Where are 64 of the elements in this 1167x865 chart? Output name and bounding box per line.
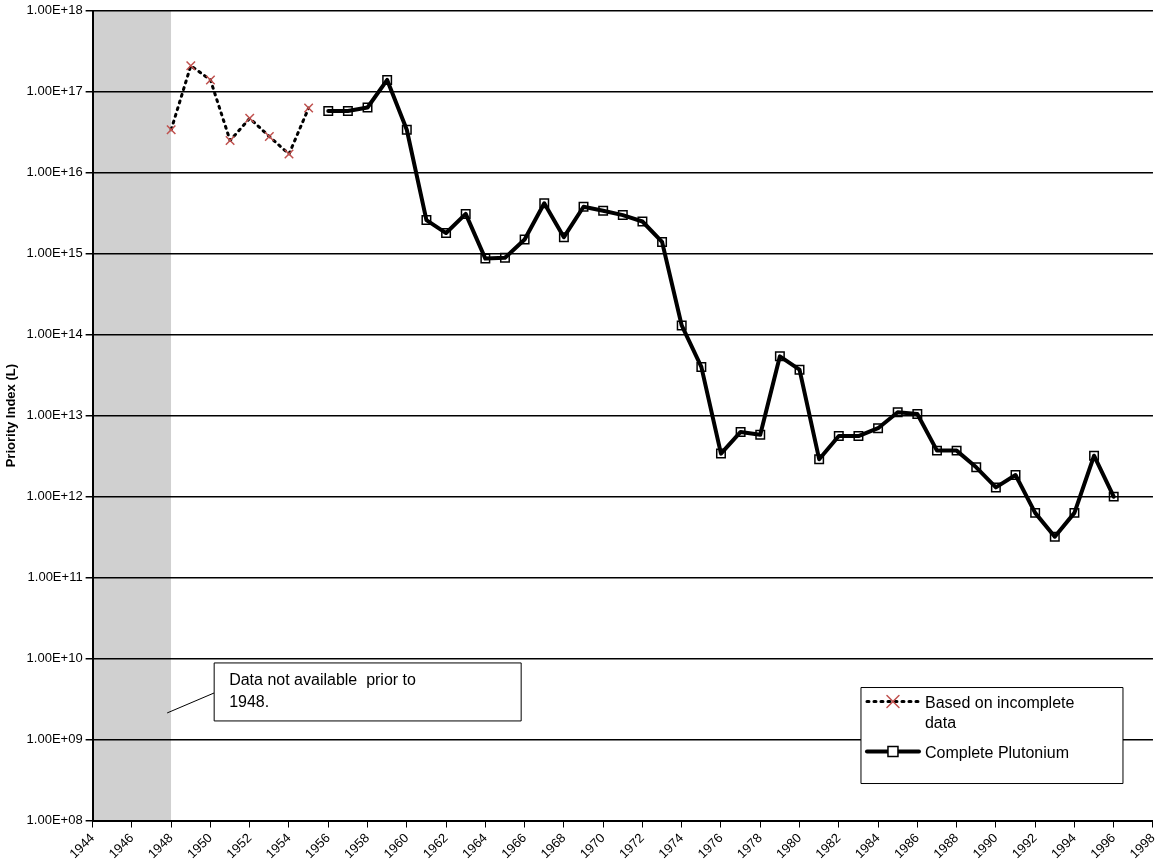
y-tick-label: 1.00E+18 [26, 2, 83, 18]
point [264, 131, 275, 142]
point [971, 462, 982, 473]
y-tick-label: 1.00E+09 [26, 731, 83, 747]
y-tick-label: 1.00E+13 [26, 407, 83, 423]
point [990, 482, 1001, 493]
point [1049, 531, 1060, 542]
point [185, 60, 196, 71]
point [951, 445, 962, 456]
point [244, 113, 255, 124]
y-tick-label: 1.00E+08 [26, 812, 83, 828]
point [833, 431, 844, 442]
point [912, 408, 923, 419]
point [1108, 491, 1119, 502]
point [303, 103, 314, 114]
point [1089, 450, 1100, 461]
y-tick-label: 1.00E+10 [26, 650, 83, 666]
point [283, 149, 294, 160]
point [362, 102, 373, 113]
point [1069, 507, 1080, 518]
point [166, 124, 177, 135]
point [774, 351, 785, 362]
point [657, 236, 668, 247]
point [342, 105, 353, 116]
legend-label: Complete Plutonium [924, 743, 1070, 761]
point [755, 429, 766, 440]
point [460, 208, 471, 219]
point [382, 74, 393, 85]
point [558, 232, 569, 243]
band-label: Data not available prior to 1948. [229, 671, 417, 711]
point [421, 215, 432, 226]
point [814, 454, 825, 465]
point [539, 198, 550, 209]
y-tick-label: 1.00E+15 [26, 245, 83, 261]
point [715, 448, 726, 459]
y-tick-label: 1.00E+17 [26, 83, 83, 99]
point [1030, 507, 1041, 518]
point [696, 361, 707, 372]
point [480, 253, 491, 264]
point [676, 320, 687, 331]
y-tick-label: 1.00E+12 [26, 488, 83, 504]
point [853, 431, 864, 442]
point [931, 445, 942, 456]
point [735, 426, 746, 437]
point [617, 210, 628, 221]
y-tick-label: 1.00E+16 [26, 164, 83, 180]
y-tick-label: 1.00E+14 [26, 326, 83, 342]
point [401, 124, 412, 135]
point [205, 74, 216, 85]
point [892, 407, 903, 418]
point [441, 228, 452, 239]
point [519, 234, 530, 245]
legend-label: Based on incomplete data [924, 693, 1075, 731]
point [323, 105, 334, 116]
point [578, 201, 589, 212]
point [499, 252, 510, 263]
point [873, 423, 884, 434]
point [225, 135, 236, 146]
y-tick-label: 1.00E+11 [27, 569, 83, 585]
point [794, 364, 805, 375]
point [637, 216, 648, 227]
y-axis-title: Priority Index (L) [3, 364, 19, 468]
point [598, 205, 609, 216]
point [1010, 470, 1021, 480]
